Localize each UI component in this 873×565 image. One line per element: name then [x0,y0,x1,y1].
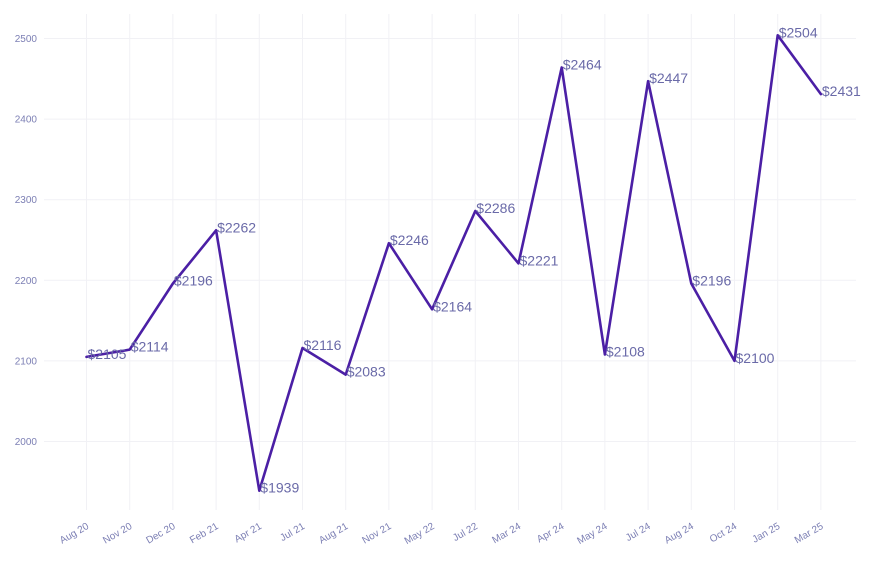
x-tick-label: Feb 21 [188,521,221,546]
x-tick-label: Apr 24 [535,521,566,545]
data-label: $2464 [563,57,602,73]
data-label: $2164 [433,298,472,314]
data-label: $2246 [390,232,429,248]
data-label: $2431 [822,83,861,99]
price-series-line [85,34,823,492]
data-label: $2114 [131,339,169,355]
data-label: $2286 [476,200,515,216]
data-label: $2262 [217,219,256,235]
data-labels: $2105 $2114 $2196 $2262 $1939 $2116 $2083 $2246… [88,24,862,495]
data-label: $1939 [260,480,299,496]
x-tick-label: Nov 21 [360,521,393,547]
data-label: $2196 [692,273,731,289]
data-label: $2100 [736,350,775,366]
data-label: $2105 [88,346,127,362]
x-tick-label: Jul 22 [451,521,480,544]
y-axis-ticks: 2000 2100 2200 2300 2400 2500 [15,34,38,448]
x-tick-label: Jul 21 [278,521,307,544]
x-tick-label: Mar 25 [793,521,826,546]
y-gridlines [44,38,856,442]
x-tick-label: Jul 24 [624,521,653,544]
x-tick-label: Apr 21 [233,521,264,545]
y-tick-label: 2000 [15,437,38,448]
x-tick-label: Oct 24 [708,521,739,545]
data-label: $2108 [606,343,645,359]
x-axis-ticks: Aug 20 Nov 20 Dec 20 Feb 21 Apr 21 Jul 21 Aug … [58,521,826,547]
data-label: $2504 [779,24,818,40]
x-tick-label: May 24 [575,521,609,547]
y-tick-label: 2500 [15,34,38,45]
x-tick-label: Aug 21 [317,521,350,547]
data-label: $2196 [174,273,213,289]
y-tick-label: 2100 [15,356,38,367]
data-label: $2221 [520,252,559,268]
data-label: $2116 [304,337,342,353]
x-tick-label: Dec 20 [144,521,177,547]
x-tick-label: Aug 20 [58,521,91,547]
data-label: $2447 [649,70,688,86]
y-tick-label: 2400 [15,115,38,126]
x-tick-label: Mar 24 [491,521,524,546]
x-tick-label: May 22 [403,521,437,547]
y-tick-label: 2200 [15,276,38,287]
x-tick-label: Nov 20 [101,521,134,547]
y-tick-label: 2300 [15,195,38,206]
data-label: $2083 [347,364,386,380]
x-tick-label: Aug 24 [663,521,696,547]
x-tick-label: Jan 25 [751,521,783,546]
x-gridlines [86,14,822,510]
